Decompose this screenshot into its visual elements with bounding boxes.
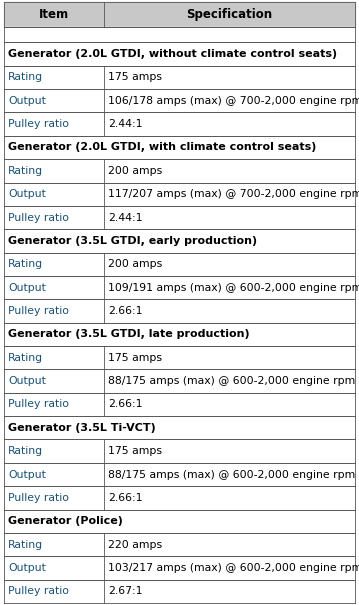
Text: 117/207 amps (max) @ 700-2,000 engine rpm: 117/207 amps (max) @ 700-2,000 engine rp… xyxy=(108,189,359,199)
Text: Generator (3.5L GTDI, late production): Generator (3.5L GTDI, late production) xyxy=(8,329,250,339)
Text: Rating: Rating xyxy=(8,73,43,82)
Text: Pulley ratio: Pulley ratio xyxy=(8,212,69,223)
Text: Generator (2.0L GTDI, without climate control seats): Generator (2.0L GTDI, without climate co… xyxy=(8,49,337,59)
Text: Output: Output xyxy=(8,563,46,573)
Text: Rating: Rating xyxy=(8,260,43,269)
Text: 109/191 amps (max) @ 600-2,000 engine rpm: 109/191 amps (max) @ 600-2,000 engine rp… xyxy=(108,283,359,293)
Text: Generator (3.5L Ti-VCT): Generator (3.5L Ti-VCT) xyxy=(8,423,156,433)
Text: Rating: Rating xyxy=(8,540,43,549)
Text: 220 amps: 220 amps xyxy=(108,540,162,549)
Text: Pulley ratio: Pulley ratio xyxy=(8,119,69,129)
Text: Rating: Rating xyxy=(8,446,43,456)
Text: Generator (Police): Generator (Police) xyxy=(8,516,123,526)
Text: Output: Output xyxy=(8,469,46,480)
Text: 200 amps: 200 amps xyxy=(108,260,162,269)
Text: 175 amps: 175 amps xyxy=(108,353,162,363)
Text: Output: Output xyxy=(8,96,46,106)
Text: 88/175 amps (max) @ 600-2,000 engine rpm: 88/175 amps (max) @ 600-2,000 engine rpm xyxy=(108,376,355,386)
Text: 106/178 amps (max) @ 700-2,000 engine rpm: 106/178 amps (max) @ 700-2,000 engine rp… xyxy=(108,96,359,106)
Text: 200 amps: 200 amps xyxy=(108,166,162,176)
Text: Item: Item xyxy=(39,8,69,21)
Text: Generator (2.0L GTDI, with climate control seats): Generator (2.0L GTDI, with climate contr… xyxy=(8,142,316,152)
Text: Output: Output xyxy=(8,283,46,293)
Text: 88/175 amps (max) @ 600-2,000 engine rpm: 88/175 amps (max) @ 600-2,000 engine rpm xyxy=(108,469,355,480)
Text: Pulley ratio: Pulley ratio xyxy=(8,399,69,410)
Text: Pulley ratio: Pulley ratio xyxy=(8,306,69,316)
Text: 103/217 amps (max) @ 600-2,000 engine rpm: 103/217 amps (max) @ 600-2,000 engine rp… xyxy=(108,563,359,573)
Text: Output: Output xyxy=(8,189,46,199)
Text: 2.44:1: 2.44:1 xyxy=(108,119,143,129)
Text: 2.66:1: 2.66:1 xyxy=(108,306,143,316)
Text: Generator (3.5L GTDI, early production): Generator (3.5L GTDI, early production) xyxy=(8,236,257,246)
Text: 2.66:1: 2.66:1 xyxy=(108,399,143,410)
Text: Pulley ratio: Pulley ratio xyxy=(8,586,69,597)
Text: Specification: Specification xyxy=(186,8,272,21)
Text: Rating: Rating xyxy=(8,166,43,176)
Text: 2.67:1: 2.67:1 xyxy=(108,586,143,597)
Text: 2.44:1: 2.44:1 xyxy=(108,212,143,223)
Text: 175 amps: 175 amps xyxy=(108,446,162,456)
Text: 2.66:1: 2.66:1 xyxy=(108,493,143,503)
Text: 175 amps: 175 amps xyxy=(108,73,162,82)
Text: Rating: Rating xyxy=(8,353,43,363)
Text: Pulley ratio: Pulley ratio xyxy=(8,493,69,503)
Text: Output: Output xyxy=(8,376,46,386)
